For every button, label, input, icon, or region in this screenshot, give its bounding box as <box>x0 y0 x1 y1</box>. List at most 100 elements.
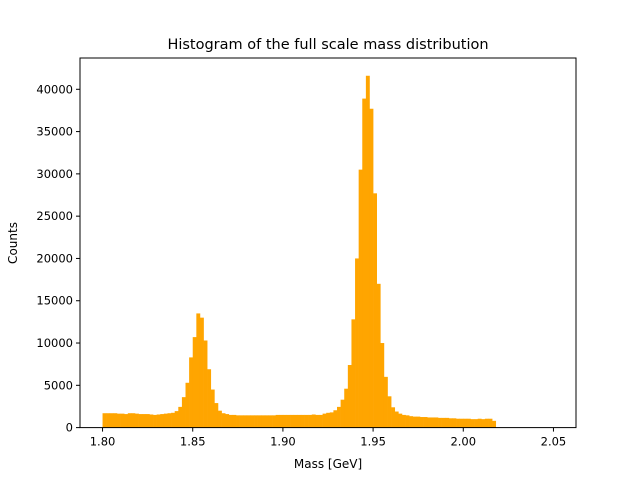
histogram-bar <box>430 417 435 428</box>
x-axis-label: Mass [GeV] <box>294 457 362 471</box>
histogram-bar <box>131 413 136 428</box>
histogram-bar <box>347 365 352 428</box>
histogram-bar <box>290 414 295 428</box>
histogram-bar <box>484 418 489 428</box>
histogram-bar <box>153 414 157 428</box>
histogram-bar <box>156 414 161 428</box>
histogram-bar <box>401 414 406 428</box>
histogram-bar <box>394 411 399 428</box>
histogram-bar <box>492 420 497 428</box>
histogram-bar <box>192 337 197 428</box>
bars-group <box>102 75 497 428</box>
histogram-bar <box>181 397 186 428</box>
histogram-bar <box>470 419 475 428</box>
histogram-bar <box>398 413 403 428</box>
histogram-bar <box>102 413 107 428</box>
histogram-bar <box>246 415 251 428</box>
y-tick-label: 10000 <box>36 336 73 350</box>
histogram-bar <box>116 413 121 428</box>
y-tick-label: 25000 <box>36 209 73 223</box>
histogram-bar <box>160 414 165 428</box>
y-tick-label: 20000 <box>36 251 73 265</box>
histogram-bar <box>463 418 468 428</box>
histogram-bar <box>474 419 479 428</box>
histogram-bar <box>383 376 388 428</box>
histogram-bar <box>409 416 414 428</box>
histogram-bar <box>365 75 370 428</box>
histogram-bar <box>412 416 417 428</box>
y-tick-label: 40000 <box>36 82 73 96</box>
histogram-bar <box>315 414 320 428</box>
histogram-bar <box>113 413 118 428</box>
histogram-bar <box>178 406 183 428</box>
x-tick-label: 1.85 <box>180 435 206 449</box>
histogram-bar <box>275 414 280 428</box>
y-tick-label: 0 <box>66 421 73 435</box>
histogram-bar <box>124 414 129 428</box>
y-tick-label: 35000 <box>36 125 73 139</box>
histogram-bar <box>456 418 460 428</box>
histogram-bar <box>120 413 125 428</box>
histogram-bar <box>369 108 374 428</box>
histogram-bar <box>225 414 230 428</box>
histogram-bar <box>416 416 421 428</box>
histogram-bar <box>236 415 240 428</box>
histogram-bar <box>207 369 212 428</box>
histogram-bar <box>318 414 323 428</box>
histogram-bar <box>333 410 338 428</box>
histogram-bar <box>279 414 284 428</box>
x-tick-label: 1.95 <box>360 435 386 449</box>
histogram-bar <box>264 415 269 428</box>
histogram-bar <box>149 414 154 428</box>
histogram-bar <box>254 415 258 428</box>
plot-frame <box>79 57 577 429</box>
histogram-bar <box>210 389 215 428</box>
x-tick-label: 1.80 <box>90 435 116 449</box>
histogram-bar <box>163 413 168 428</box>
histogram-bar <box>438 417 442 428</box>
histogram-bar <box>441 417 446 428</box>
histogram-bar <box>362 98 367 428</box>
histogram-bar <box>109 413 114 428</box>
histogram-bar <box>167 413 172 428</box>
histogram-bar <box>228 414 233 428</box>
histogram-bar <box>351 319 356 428</box>
histogram-bar <box>106 413 111 428</box>
histogram-bar <box>286 414 291 428</box>
histogram-bar <box>171 412 175 428</box>
histogram-bar <box>391 407 396 428</box>
histogram-bar <box>304 414 309 428</box>
y-tick-label: 30000 <box>36 167 73 181</box>
histogram-bar <box>405 415 410 428</box>
histogram-bar <box>214 403 219 428</box>
histogram-bar <box>239 415 244 428</box>
histogram-bar <box>329 412 334 428</box>
histogram-bar <box>199 317 204 428</box>
chart-title: Histogram of the full scale mass distrib… <box>167 37 488 53</box>
histogram-bar <box>268 415 273 428</box>
x-tick-label: 1.90 <box>270 435 296 449</box>
histogram-bar <box>243 415 248 428</box>
histogram-bar <box>337 406 341 428</box>
histogram-bar <box>272 415 276 428</box>
histogram-bar <box>358 169 363 428</box>
histogram-bar <box>297 414 302 428</box>
histogram-bar <box>376 283 381 428</box>
histogram-bar <box>481 419 486 428</box>
histogram-bar <box>196 313 201 428</box>
histogram-bar <box>423 417 428 428</box>
histogram-bar <box>466 418 471 428</box>
histogram-bar <box>452 418 457 428</box>
histogram-bar <box>293 414 298 428</box>
histogram-bar <box>488 418 493 428</box>
histogram-bar <box>459 418 464 428</box>
x-axis-ticks: 1.80 1.85 1.90 1.95 2.00 2.05 <box>90 427 566 449</box>
histogram-bar <box>221 413 226 428</box>
histogram-bar <box>380 343 385 428</box>
histogram-bar <box>185 382 190 428</box>
histogram-bar <box>282 414 287 428</box>
histogram-bar <box>135 413 139 428</box>
y-tick-label: 15000 <box>36 294 73 308</box>
histogram-bar <box>355 258 359 428</box>
histogram-bar <box>340 399 345 428</box>
